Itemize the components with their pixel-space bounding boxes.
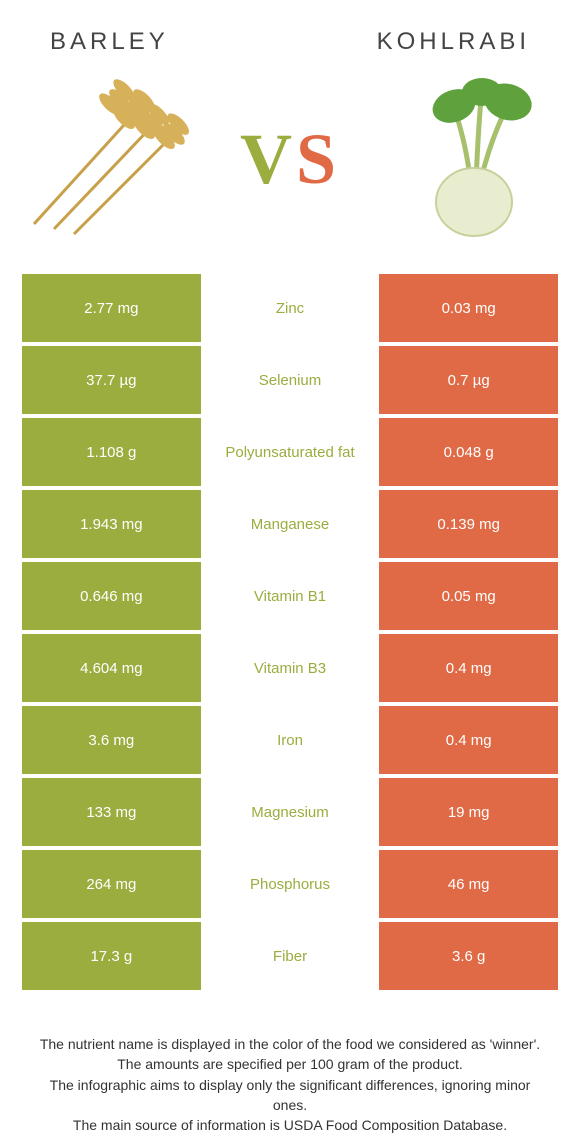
table-row: 37.7 µgSelenium0.7 µg bbox=[22, 346, 558, 414]
table-row: 1.943 mgManganese0.139 mg bbox=[22, 490, 558, 558]
right-value-cell: 0.4 mg bbox=[379, 634, 558, 702]
right-value-cell: 19 mg bbox=[379, 778, 558, 846]
barley-image bbox=[24, 74, 194, 244]
right-value-cell: 0.7 µg bbox=[379, 346, 558, 414]
footer-notes: The nutrient name is displayed in the co… bbox=[0, 994, 580, 1135]
table-row: 4.604 mgVitamin B30.4 mg bbox=[22, 634, 558, 702]
nutrient-name-cell: Fiber bbox=[201, 922, 380, 990]
right-value-cell: 3.6 g bbox=[379, 922, 558, 990]
table-row: 3.6 mgIron0.4 mg bbox=[22, 706, 558, 774]
kohlrabi-icon bbox=[386, 74, 556, 244]
left-value-cell: 4.604 mg bbox=[22, 634, 201, 702]
footer-line-3: The infographic aims to display only the… bbox=[36, 1075, 544, 1116]
footer-line-2: The amounts are specified per 100 gram o… bbox=[36, 1054, 544, 1074]
nutrient-name-cell: Phosphorus bbox=[201, 850, 380, 918]
vs-s: S bbox=[296, 119, 340, 199]
left-value-cell: 1.943 mg bbox=[22, 490, 201, 558]
left-value-cell: 17.3 g bbox=[22, 922, 201, 990]
nutrient-name-cell: Polyunsaturated fat bbox=[201, 418, 380, 486]
vs-v: V bbox=[240, 119, 296, 199]
nutrient-name-cell: Vitamin B3 bbox=[201, 634, 380, 702]
nutrient-name-cell: Selenium bbox=[201, 346, 380, 414]
left-value-cell: 37.7 µg bbox=[22, 346, 201, 414]
kohlrabi-image bbox=[386, 74, 556, 244]
nutrient-table: 2.77 mgZinc0.03 mg37.7 µgSelenium0.7 µg1… bbox=[0, 274, 580, 990]
table-row: 2.77 mgZinc0.03 mg bbox=[22, 274, 558, 342]
left-value-cell: 2.77 mg bbox=[22, 274, 201, 342]
table-row: 264 mgPhosphorus46 mg bbox=[22, 850, 558, 918]
left-food-title: Barley bbox=[50, 28, 169, 56]
right-value-cell: 0.139 mg bbox=[379, 490, 558, 558]
footer-line-4: The main source of information is USDA F… bbox=[36, 1115, 544, 1135]
right-value-cell: 46 mg bbox=[379, 850, 558, 918]
footer-line-1: The nutrient name is displayed in the co… bbox=[36, 1034, 544, 1054]
left-value-cell: 264 mg bbox=[22, 850, 201, 918]
nutrient-name-cell: Zinc bbox=[201, 274, 380, 342]
table-row: 17.3 gFiber3.6 g bbox=[22, 922, 558, 990]
header: Barley Kohlrabi bbox=[0, 0, 580, 64]
vs-label: VS bbox=[240, 118, 340, 201]
right-value-cell: 0.05 mg bbox=[379, 562, 558, 630]
right-value-cell: 0.048 g bbox=[379, 418, 558, 486]
nutrient-name-cell: Manganese bbox=[201, 490, 380, 558]
left-value-cell: 3.6 mg bbox=[22, 706, 201, 774]
nutrient-name-cell: Vitamin B1 bbox=[201, 562, 380, 630]
barley-icon bbox=[24, 74, 194, 244]
vs-row: VS bbox=[0, 64, 580, 274]
table-row: 133 mgMagnesium19 mg bbox=[22, 778, 558, 846]
table-row: 1.108 gPolyunsaturated fat0.048 g bbox=[22, 418, 558, 486]
nutrient-name-cell: Iron bbox=[201, 706, 380, 774]
right-value-cell: 0.4 mg bbox=[379, 706, 558, 774]
right-value-cell: 0.03 mg bbox=[379, 274, 558, 342]
left-value-cell: 133 mg bbox=[22, 778, 201, 846]
left-value-cell: 1.108 g bbox=[22, 418, 201, 486]
right-food-title: Kohlrabi bbox=[377, 28, 530, 56]
table-row: 0.646 mgVitamin B10.05 mg bbox=[22, 562, 558, 630]
left-value-cell: 0.646 mg bbox=[22, 562, 201, 630]
nutrient-name-cell: Magnesium bbox=[201, 778, 380, 846]
